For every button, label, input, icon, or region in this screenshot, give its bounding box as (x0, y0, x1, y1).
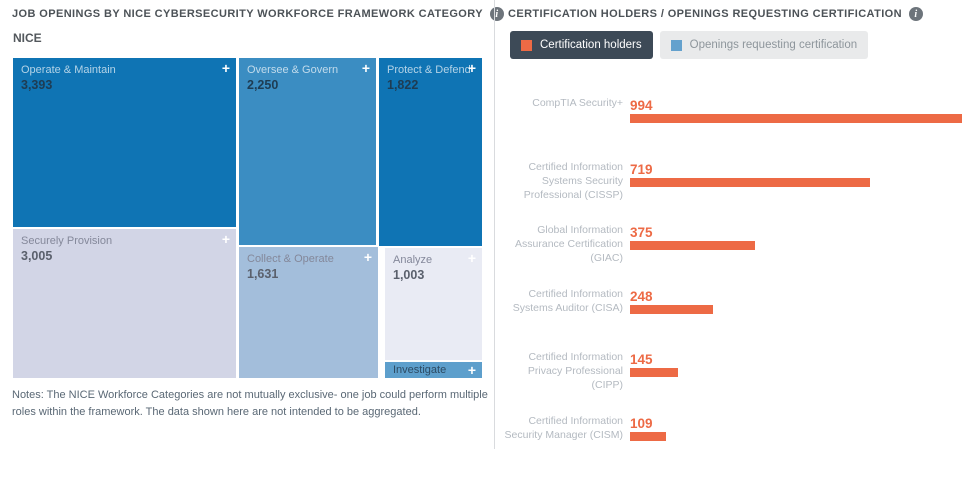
treemap-tile-protect-defend[interactable]: Protect & Defend 1,822 + (379, 58, 482, 246)
right-panel-title: CERTIFICATION HOLDERS / OPENINGS REQUEST… (508, 7, 923, 21)
bar-content: 719 (623, 161, 977, 187)
bar-value-label: 109 (630, 417, 977, 430)
legend-label: Openings requesting certification (690, 39, 858, 51)
tile-name: Securely Provision (21, 234, 228, 248)
treemap-tile-oversee-govern[interactable]: Oversee & Govern 2,250 + (239, 58, 376, 245)
tile-value: 1,631 (247, 267, 370, 282)
treemap-tile-operate-maintain[interactable]: Operate & Maintain 3,393 + (13, 58, 236, 227)
tile-name: Protect & Defend (387, 63, 474, 77)
treemap-tile-collect-operate[interactable]: Collect & Operate 1,631 + (239, 247, 378, 378)
expand-plus-icon[interactable]: + (222, 61, 230, 75)
expand-plus-icon[interactable]: + (468, 61, 476, 75)
tile-name: Collect & Operate (247, 252, 370, 266)
tile-value: 2,250 (247, 78, 368, 93)
legend-button-openings-requesting[interactable]: Openings requesting certification (660, 31, 869, 59)
tile-value: 3,005 (21, 249, 228, 264)
expand-plus-icon[interactable]: + (364, 250, 372, 264)
bar-track (630, 114, 977, 123)
tile-name: Operate & Maintain (21, 63, 228, 77)
bar-track (630, 241, 977, 250)
bar-category-label: Certified Information Security Manager (… (497, 414, 623, 442)
bar-fill (630, 241, 755, 250)
expand-plus-icon[interactable]: + (468, 363, 476, 377)
bar-fill (630, 178, 870, 187)
bar-value-label: 719 (630, 163, 977, 176)
expand-plus-icon[interactable]: + (468, 251, 476, 265)
bar-track (630, 178, 977, 187)
bar-category-label: Certified Information Systems Security P… (497, 160, 623, 202)
bar-track (630, 368, 977, 377)
tile-value: 3,393 (21, 78, 228, 93)
tile-name: Investigate (393, 363, 446, 377)
treemap-tile-analyze[interactable]: Analyze 1,003 + (385, 248, 482, 360)
bar-value-label: 994 (630, 99, 977, 112)
bar-category-label: Certified Information Privacy Profession… (497, 350, 623, 392)
info-icon[interactable]: i (490, 7, 504, 21)
bar-category-label: Certified Information Systems Auditor (C… (497, 287, 623, 315)
expand-plus-icon[interactable]: + (362, 61, 370, 75)
certification-bar-chart: CompTIA Security+ 994 Certified Informat… (497, 97, 977, 478)
bar-fill (630, 368, 678, 377)
bar-track (630, 305, 977, 314)
bar-value-label: 145 (630, 353, 977, 366)
left-panel-title: JOB OPENINGS BY NICE CYBERSECURITY WORKF… (12, 7, 504, 21)
tile-value: 1,822 (387, 78, 474, 93)
bar-category-label: CompTIA Security+ (497, 96, 623, 110)
bar-row-cipp: Certified Information Privacy Profession… (497, 351, 977, 415)
legend-label: Certification holders (540, 39, 642, 51)
bar-value-label: 248 (630, 290, 977, 303)
bar-content: 248 (623, 288, 977, 314)
bar-fill (630, 432, 666, 441)
bar-fill (630, 305, 713, 314)
bar-content: 145 (623, 351, 977, 377)
treemap-notes: Notes: The NICE Workforce Categories are… (12, 387, 490, 421)
bar-content: 994 (623, 97, 977, 123)
left-panel-title-text: JOB OPENINGS BY NICE CYBERSECURITY WORKF… (12, 8, 483, 20)
tile-name: Analyze (393, 253, 474, 267)
bar-row-comptia-security-plus: CompTIA Security+ 994 (497, 97, 977, 161)
nice-treemap: Operate & Maintain 3,393 + Oversee & Gov… (13, 58, 482, 378)
bar-category-label: Global Information Assurance Certificati… (497, 223, 623, 265)
bar-track (630, 432, 977, 441)
panel-divider (494, 0, 495, 449)
treemap-tile-securely-provision[interactable]: Securely Provision 3,005 + (13, 229, 236, 378)
tile-value: 1,003 (393, 268, 474, 283)
treemap-group-label: NICE (13, 31, 42, 45)
legend-swatch-orange (521, 40, 532, 51)
treemap-tile-investigate[interactable]: Investigate + (385, 362, 482, 378)
bar-value-label: 375 (630, 226, 977, 239)
bar-row-cism: Certified Information Security Manager (… (497, 415, 977, 478)
legend-button-certification-holders[interactable]: Certification holders (510, 31, 653, 59)
bar-content: 109 (623, 415, 977, 441)
chart-legend: Certification holders Openings requestin… (510, 31, 868, 59)
legend-swatch-blue (671, 40, 682, 51)
info-icon[interactable]: i (909, 7, 923, 21)
bar-row-giac: Global Information Assurance Certificati… (497, 224, 977, 288)
tile-name: Oversee & Govern (247, 63, 368, 77)
expand-plus-icon[interactable]: + (222, 232, 230, 246)
right-panel-title-text: CERTIFICATION HOLDERS / OPENINGS REQUEST… (508, 8, 902, 20)
bar-row-cissp: Certified Information Systems Security P… (497, 161, 977, 225)
bar-fill (630, 114, 962, 123)
bar-row-cisa: Certified Information Systems Auditor (C… (497, 288, 977, 352)
bar-content: 375 (623, 224, 977, 250)
